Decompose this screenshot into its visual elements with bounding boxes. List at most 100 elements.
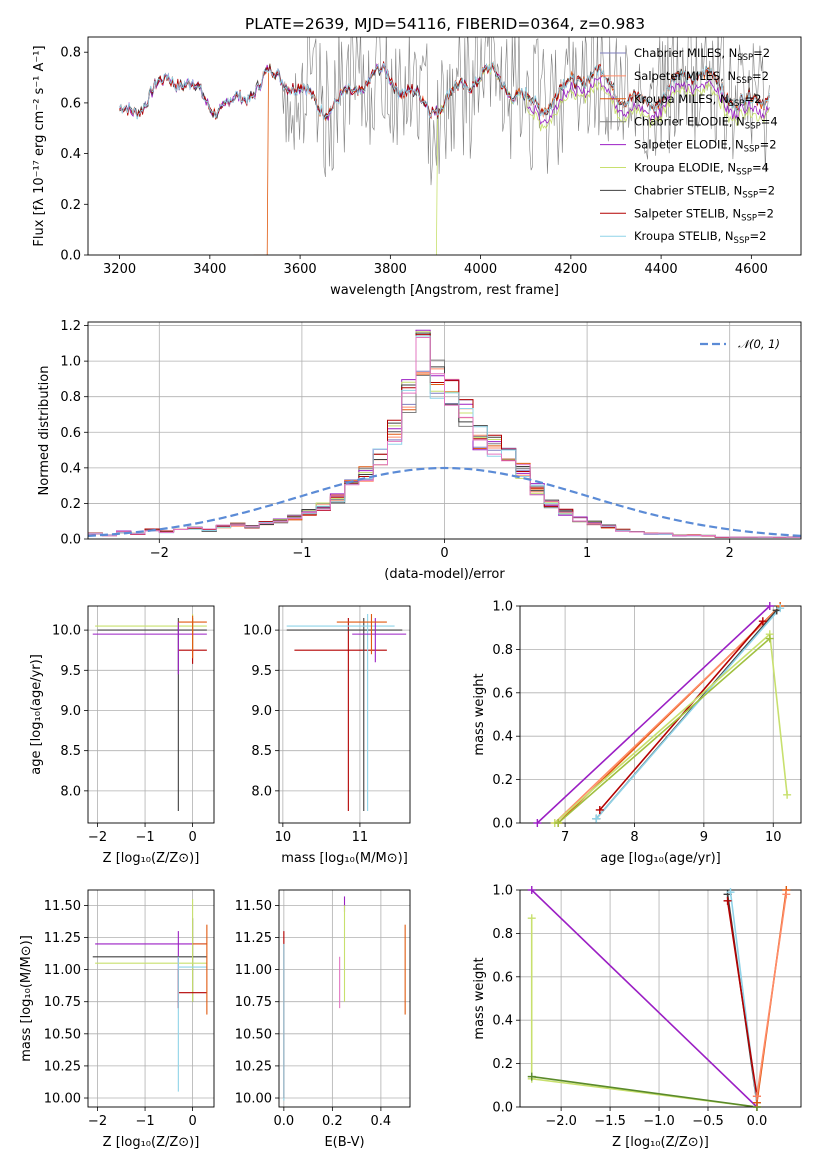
massweight_vs_age-series-marker bbox=[554, 819, 563, 827]
residuals-plot-area bbox=[88, 329, 801, 538]
age_vs_mass-ytick-label: 8.0 bbox=[251, 784, 272, 799]
spectrum-xtick-label: 4400 bbox=[645, 262, 678, 277]
spectrum-xtick-label: 4600 bbox=[735, 262, 768, 277]
massweight_vs_Z-axes: −2.0 −1.5 −1.0 −0.5 0.0 0.0 0.2 0.4 0.6 0.8 1.0 Z [… bbox=[472, 884, 802, 1150]
massweight_vs_Z-series-marker bbox=[723, 896, 732, 905]
massweight_vs_Z-ytick-label: 1.0 bbox=[492, 884, 513, 899]
mass_vs_EBV-plot-area bbox=[283, 896, 406, 1101]
age_vs_mass-ytick-label: 9.5 bbox=[251, 664, 272, 679]
massweight_vs_Z-series-line bbox=[531, 1075, 758, 1107]
mass_vs_Z-xlabel: Z [log₁₀(Z/Z⊙)] bbox=[103, 1135, 200, 1150]
mass_vs_EBV-xlabel: E(B-V) bbox=[324, 1135, 364, 1150]
age_vs_mass-frame bbox=[278, 605, 411, 824]
massweight_vs_age-series-marker bbox=[595, 805, 604, 814]
massweight_vs_Z-series-line bbox=[756, 894, 788, 1097]
massweight_vs_age-series-marker bbox=[776, 604, 785, 613]
massweight_vs_age-xtick-label: 9 bbox=[700, 830, 708, 845]
age_vs_mass-ytick-label: 10.0 bbox=[243, 624, 272, 639]
mass_vs_Z-ytick-label: 10.75 bbox=[44, 995, 81, 1010]
massweight_vs_Z-series-marker bbox=[782, 890, 791, 899]
massweight_vs_Z-series-line bbox=[530, 918, 757, 1107]
age_vs_Z-frame bbox=[87, 605, 215, 824]
mass_vs_EBV-ytick-label: 11.00 bbox=[235, 963, 272, 978]
mass_vs_EBV-axes: 0.0 0.2 0.4 10.00 10.25 10.50 10.75 11.00 11.25 1… bbox=[235, 889, 411, 1150]
residuals-axes: −2 −1 0 1 2 0.0 0.2 0.4 0.6 0.8 1.0 1.2 (data-model)… bbox=[37, 319, 802, 582]
age_vs_Z-ylabel: age [log₁₀(age/yr)] bbox=[29, 654, 44, 775]
age_vs_Z-ytick-label: 8.5 bbox=[60, 744, 81, 759]
mass_vs_Z-ytick-label: 10.50 bbox=[44, 1027, 81, 1042]
mass_vs_EBV-frame bbox=[278, 889, 411, 1108]
residuals-ytick-label: 0.4 bbox=[60, 461, 81, 476]
mass_vs_EBV-ytick-label: 11.25 bbox=[235, 931, 272, 946]
massweight_vs_age-ytick-label: 0.4 bbox=[492, 730, 513, 745]
massweight_vs_age-series-line bbox=[536, 606, 771, 823]
massweight_vs_age-xlabel: age [log₁₀(age/yr)] bbox=[600, 851, 721, 866]
residuals-legend-label: 𝒩(0, 1) bbox=[738, 337, 780, 351]
age_vs_mass-xtick-label: 10 bbox=[275, 830, 292, 845]
spectrum-legend-label: Kroupa STELIB, NSSP=2 bbox=[634, 229, 766, 246]
age_vs_mass-ytick-label: 8.5 bbox=[251, 744, 272, 759]
residuals-xlabel: (data-model)/error bbox=[384, 567, 505, 582]
mass_vs_Z-ytick-label: 11.00 bbox=[44, 963, 81, 978]
mass_vs_Z-xtick-label: −1 bbox=[135, 1114, 154, 1129]
mass_vs_Z-ytick-label: 10.00 bbox=[44, 1092, 81, 1107]
age_vs_Z-axes: −2 −1 0 8.0 8.5 9.0 9.5 10.0 Z [log₁₀(Z/Z⊙)] age … bbox=[29, 605, 215, 866]
spectrum-ytick-label: 0.6 bbox=[60, 96, 81, 111]
massweight_vs_age-ytick-label: 0.0 bbox=[492, 817, 513, 832]
spectrum-ytick-label: 0.8 bbox=[60, 46, 81, 61]
spectrum-legend-label: Chabrier STELIB, NSSP=2 bbox=[634, 183, 775, 200]
age_vs_Z-ytick-label: 9.5 bbox=[60, 664, 81, 679]
spectrum-axes: 3200 3400 3600 3800 4000 4200 4400 4600 0.0 0.2 0.… bbox=[32, 36, 802, 298]
massweight_vs_Z-xtick-label: −2.0 bbox=[545, 1114, 577, 1129]
residuals-ytick-label: 0.6 bbox=[60, 426, 81, 441]
mass_vs_EBV-ytick-label: 10.50 bbox=[235, 1027, 272, 1042]
massweight_vs_age-axes: 7 8 9 10 0.0 0.2 0.4 0.6 0.8 1.0 age [log₁₀(age/yr… bbox=[472, 600, 802, 866]
massweight_vs_age-series-marker bbox=[758, 617, 767, 626]
spectrum-plot-area bbox=[119, 37, 770, 255]
spectrum-xtick-label: 3200 bbox=[103, 262, 136, 277]
massweight_vs_age-series-line bbox=[557, 637, 771, 823]
mass_vs_Z-axes: −2 −1 0 10.00 10.25 10.50 10.75 11.00 11.25 11.50… bbox=[19, 889, 215, 1150]
residuals-ytick-label: 1.2 bbox=[60, 319, 81, 334]
mass_vs_Z-ytick-label: 10.25 bbox=[44, 1059, 81, 1074]
mass_vs_Z-xtick-label: −2 bbox=[88, 1114, 107, 1129]
spectrum-ytick-label: 0.2 bbox=[60, 198, 81, 213]
massweight_vs_age-series-marker bbox=[592, 814, 601, 823]
spectrum-series-kroupa_stelib bbox=[119, 61, 770, 121]
mass_vs_Z-plot-area bbox=[92, 898, 208, 1092]
age_vs_Z-xtick-label: −1 bbox=[135, 830, 154, 845]
massweight_vs_Z-series-marker bbox=[527, 914, 536, 923]
massweight_vs_age-frame bbox=[519, 605, 802, 824]
spectrum-legend-label: Kroupa MILES, NSSP=2 bbox=[634, 92, 761, 109]
age_vs_Z-plot-area bbox=[92, 614, 207, 811]
massweight_vs_Z-series-marker bbox=[527, 1072, 536, 1081]
spectrum-xtick-label: 4200 bbox=[554, 262, 587, 277]
mass_vs_EBV-ytick-label: 10.75 bbox=[235, 995, 272, 1010]
massweight_vs_Z-series-marker bbox=[726, 888, 735, 897]
residuals-xtick-label: 1 bbox=[583, 546, 591, 561]
age_vs_mass-xtick-label: 11 bbox=[352, 830, 369, 845]
spectrum-xlabel: wavelength [Angstrom, rest frame] bbox=[330, 283, 559, 298]
mass_vs_Z-frame bbox=[87, 889, 215, 1108]
spectrum-ylabel: Flux [fλ 10⁻¹⁷ erg cm⁻² s⁻¹ A⁻¹] bbox=[32, 45, 47, 246]
massweight_vs_age-series-marker bbox=[533, 819, 542, 827]
massweight_vs_Z-xlabel: Z [log₁₀(Z/Z⊙)] bbox=[612, 1135, 709, 1150]
spectrum-legend-label: Salpeter ELODIE, NSSP=2 bbox=[634, 138, 777, 155]
massweight_vs_Z-series-marker bbox=[752, 1092, 761, 1101]
spectrum-legend-label: Salpeter STELIB, NSSP=2 bbox=[634, 206, 774, 223]
massweight_vs_Z-ytick-label: 0.4 bbox=[492, 1014, 513, 1029]
massweight_vs_age-ytick-label: 0.8 bbox=[492, 643, 513, 658]
figure-title: PLATE=2639, MJD=54116, FIBERID=0364, z=0… bbox=[245, 15, 645, 33]
spectrum-xtick-label: 3600 bbox=[284, 262, 317, 277]
residuals-normal-curve bbox=[88, 466, 801, 537]
massweight_vs_age-plot-area bbox=[536, 606, 788, 823]
massweight_vs_age-xtick-label: 10 bbox=[765, 830, 782, 845]
massweight_vs_age-ytick-label: 0.2 bbox=[492, 773, 513, 788]
massweight_vs_age-series-line bbox=[554, 609, 778, 823]
spectrum-frame bbox=[87, 36, 802, 256]
residuals-xtick-label: 2 bbox=[726, 546, 734, 561]
residuals-xtick-label: −1 bbox=[292, 546, 311, 561]
mass_vs_Z-ylabel: mass [log₁₀(M/M⊙)] bbox=[19, 935, 34, 1062]
age_vs_mass-plot-area bbox=[286, 614, 407, 811]
age_vs_Z-ytick-label: 10.0 bbox=[52, 624, 81, 639]
